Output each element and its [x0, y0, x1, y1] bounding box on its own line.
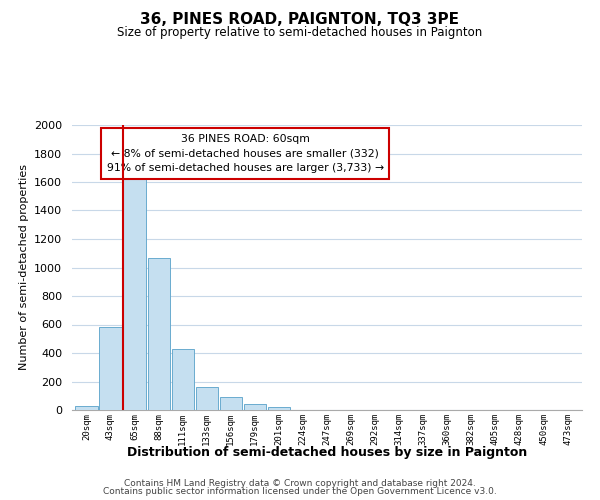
Bar	[148, 258, 170, 410]
Bar	[268, 407, 290, 410]
Bar	[100, 328, 122, 410]
Bar	[196, 387, 218, 410]
Text: Contains HM Land Registry data © Crown copyright and database right 2024.: Contains HM Land Registry data © Crown c…	[124, 478, 476, 488]
Text: 36, PINES ROAD, PAIGNTON, TQ3 3PE: 36, PINES ROAD, PAIGNTON, TQ3 3PE	[140, 12, 460, 28]
Text: Size of property relative to semi-detached houses in Paignton: Size of property relative to semi-detach…	[118, 26, 482, 39]
Bar	[124, 172, 146, 410]
Text: Contains public sector information licensed under the Open Government Licence v3: Contains public sector information licen…	[103, 487, 497, 496]
Text: Distribution of semi-detached houses by size in Paignton: Distribution of semi-detached houses by …	[127, 446, 527, 459]
Bar	[76, 406, 98, 410]
Bar	[244, 404, 266, 410]
Bar	[172, 348, 194, 410]
Y-axis label: Number of semi-detached properties: Number of semi-detached properties	[19, 164, 29, 370]
Text: 36 PINES ROAD: 60sqm
← 8% of semi-detached houses are smaller (332)
91% of semi-: 36 PINES ROAD: 60sqm ← 8% of semi-detach…	[107, 134, 384, 173]
Bar	[220, 397, 242, 410]
